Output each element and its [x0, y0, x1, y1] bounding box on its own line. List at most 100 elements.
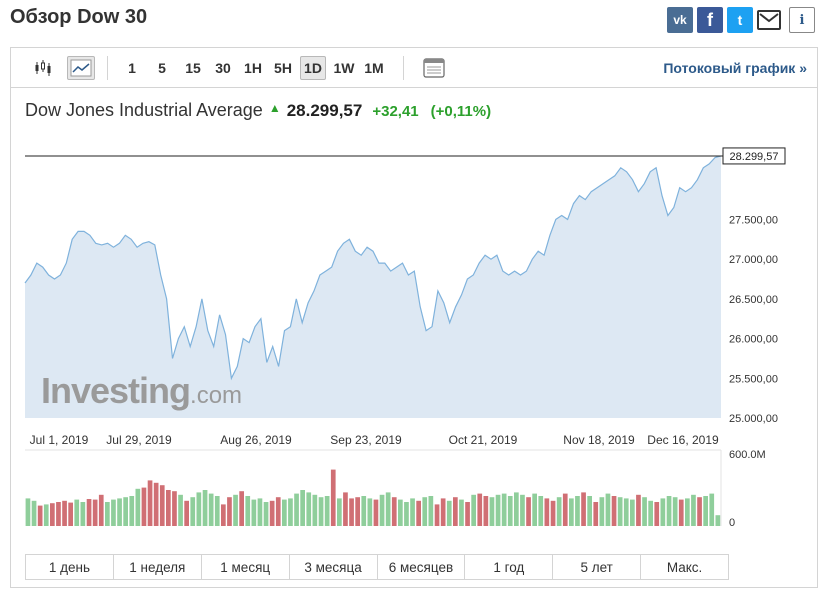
- volume-bar: [98, 494, 104, 526]
- volume-bar: [306, 492, 312, 526]
- volume-bar: [153, 482, 159, 526]
- volume-bar: [337, 498, 342, 526]
- vk-icon[interactable]: vk: [667, 7, 693, 33]
- volume-bar: [398, 499, 403, 526]
- volume-bar: [636, 494, 641, 526]
- facebook-icon[interactable]: f: [697, 7, 723, 33]
- volume-bar: [691, 494, 696, 526]
- volume-bar: [697, 497, 702, 526]
- candlestick-chart-button[interactable]: [31, 56, 57, 80]
- volume-bar: [373, 499, 379, 526]
- range-1-month[interactable]: 1 месяц: [202, 555, 290, 579]
- volume-bar: [678, 499, 684, 526]
- volume-bar: [178, 494, 183, 526]
- volume-bar: [617, 497, 623, 526]
- volume-bar: [92, 499, 98, 526]
- volume-bar: [208, 493, 214, 526]
- volume-bar: [330, 469, 336, 526]
- volume-bar: [648, 500, 653, 526]
- investing-watermark: Investing.com: [41, 370, 242, 411]
- page-title: Обзор Dow 30: [10, 6, 148, 28]
- volume-bar: [611, 496, 617, 526]
- range-6-months[interactable]: 6 месяцев: [378, 555, 466, 579]
- instrument-name: Dow Jones Industrial Average: [25, 100, 263, 120]
- volume-bar: [221, 504, 226, 526]
- volume-bar: [501, 493, 507, 526]
- volume-bar: [709, 493, 715, 526]
- volume-bar: [239, 491, 244, 526]
- volume-bar: [434, 504, 440, 526]
- info-icon[interactable]: i: [789, 7, 815, 33]
- volume-bar: [343, 492, 348, 526]
- volume-bar: [459, 499, 464, 526]
- volume-bar: [556, 497, 562, 526]
- range-selector: 1 день 1 неделя 1 месяц 3 месяца 6 месяц…: [25, 554, 729, 580]
- timeframe-1m[interactable]: 1M: [364, 60, 384, 76]
- price-area: [25, 155, 721, 418]
- range-1-year[interactable]: 1 год: [465, 555, 554, 579]
- volume-bar: [80, 502, 86, 526]
- volume-bar: [349, 498, 354, 526]
- price-line: [24, 155, 722, 381]
- y-tick-label: 27.000,00: [729, 254, 778, 266]
- volume-bar: [685, 498, 690, 526]
- volume-bar: [294, 493, 299, 526]
- volume-bar: [526, 497, 531, 526]
- mail-icon[interactable]: [757, 10, 781, 30]
- volume-bar: [172, 491, 177, 526]
- range-1-week[interactable]: 1 неделя: [114, 555, 202, 579]
- volume-bar: [587, 496, 592, 526]
- volume-bar: [666, 496, 672, 526]
- volume-bar: [550, 500, 556, 526]
- volume-bar: [123, 497, 128, 526]
- volume-bar: [428, 496, 434, 526]
- price-chart[interactable]: 28.299,57 25.000,00 25.500,00 26.000,00 26.5…: [11, 48, 817, 548]
- range-5-years[interactable]: 5 лет: [553, 555, 642, 579]
- timeframe-1h[interactable]: 1H: [244, 60, 262, 76]
- volume-bar: [166, 490, 171, 526]
- volume-bar: [391, 497, 397, 526]
- candlestick-icon: [35, 60, 51, 76]
- timeframe-30[interactable]: 30: [215, 60, 231, 76]
- volume-bar: [538, 496, 544, 526]
- timeframe-5h[interactable]: 5H: [274, 60, 292, 76]
- volume-bar: [605, 493, 611, 526]
- volume-bar: [62, 500, 67, 526]
- twitter-icon[interactable]: t: [727, 7, 753, 33]
- volume-bar: [465, 502, 470, 526]
- streaming-chart-link[interactable]: Потоковый график »: [663, 60, 807, 76]
- volume-bar: [385, 492, 391, 526]
- volume-bar: [379, 494, 385, 526]
- volume-bar: [489, 497, 495, 526]
- timeframe-1d[interactable]: 1D: [300, 56, 326, 80]
- chart-settings-button[interactable]: [421, 56, 447, 80]
- volume-bar: [214, 496, 220, 526]
- timeframe-1w[interactable]: 1W: [333, 60, 355, 76]
- volume-bar: [324, 496, 330, 526]
- range-1-day[interactable]: 1 день: [26, 555, 114, 579]
- timeframe-1[interactable]: 1: [128, 60, 136, 76]
- volume-bar: [263, 502, 269, 526]
- range-3-months[interactable]: 3 месяца: [290, 555, 378, 579]
- volume-bar: [68, 502, 73, 526]
- volume-bar: [257, 498, 263, 526]
- line-chart-button[interactable]: [67, 56, 95, 80]
- volume-bar: [514, 492, 519, 526]
- x-tick-label: Nov 18, 2019: [563, 433, 635, 447]
- volume-bar: [569, 498, 574, 526]
- last-price-box: [722, 147, 786, 165]
- price-change: +32,41: [372, 103, 419, 120]
- volume-bar: [623, 498, 629, 526]
- volume-bar: [361, 496, 367, 526]
- volume-bar: [593, 502, 599, 526]
- timeframe-5[interactable]: 5: [158, 60, 166, 76]
- window-icon: [423, 58, 445, 78]
- range-max[interactable]: Макс.: [666, 559, 703, 575]
- volume-bar: [117, 498, 122, 526]
- volume-bar: [31, 500, 37, 526]
- timeframe-15[interactable]: 15: [185, 60, 201, 76]
- volume-bar: [532, 493, 537, 526]
- volume-bar: [300, 490, 305, 526]
- volume-bar: [184, 500, 189, 526]
- volume-bar: [672, 497, 678, 526]
